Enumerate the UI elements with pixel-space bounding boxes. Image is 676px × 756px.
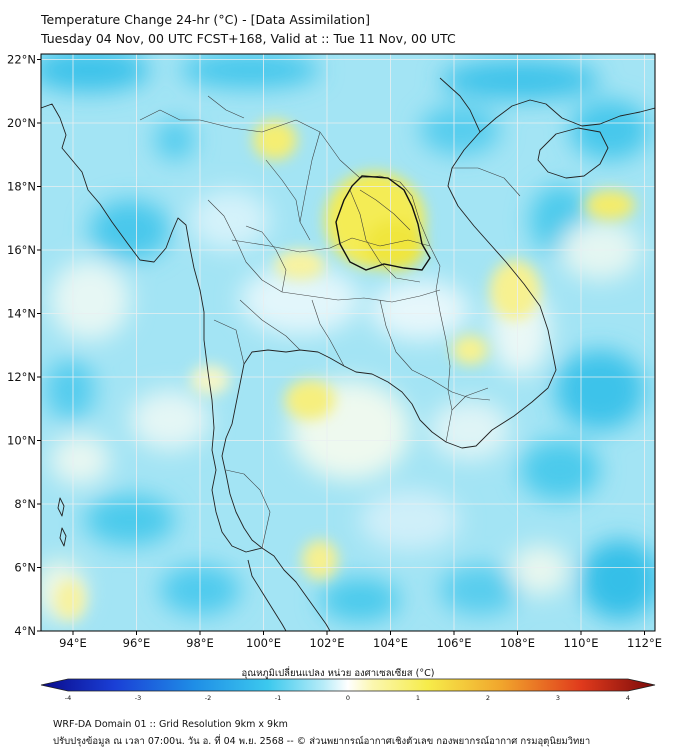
colorbar-tick: -2 xyxy=(205,694,211,700)
plot-frame xyxy=(40,53,656,632)
longitude-labels: 94°E 96°E 98°E 100°E 102°E 104°E 106°E 1… xyxy=(59,636,662,650)
lon-label: 94°E xyxy=(59,636,87,650)
colorbar-tick: 0 xyxy=(346,694,350,700)
lat-label: 22°N xyxy=(7,53,36,67)
temperature-change-map: 22°N 20°N 18°N 16°N 14°N 12°N 10°N 8°N 6… xyxy=(7,53,662,701)
admin-borders xyxy=(139,95,521,549)
colorbar-tick: 3 xyxy=(556,694,560,700)
colorbar: -4 -3 -2 -1 0 1 2 3 4 xyxy=(40,678,656,700)
map-title: Temperature Change 24-hr (°C) - [Data As… xyxy=(41,12,370,27)
lat-label: 14°N xyxy=(7,307,36,321)
lat-label: 4°N xyxy=(14,624,36,638)
lat-label: 8°N xyxy=(14,497,36,511)
lon-label: 104°E xyxy=(373,636,408,650)
lon-label: 98°E xyxy=(186,636,214,650)
northeast-thailand-outline xyxy=(335,175,431,271)
colorbar-tick: -4 xyxy=(65,694,71,700)
lon-label: 112°E xyxy=(627,636,662,650)
lat-label: 18°N xyxy=(7,180,36,194)
colorbar-tick: 4 xyxy=(626,694,630,700)
colorbar-tick: 2 xyxy=(486,694,490,700)
map-subtitle: Tuesday 04 Nov, 00 UTC FCST+168, Valid a… xyxy=(41,31,456,46)
lat-label: 6°N xyxy=(14,561,36,575)
temperature-field xyxy=(41,54,655,631)
lat-label: 10°N xyxy=(7,434,36,448)
colorbar-ticks: -4 -3 -2 -1 0 1 2 3 4 xyxy=(65,694,630,700)
colorbar-gradient xyxy=(40,678,656,692)
lon-label: 106°E xyxy=(437,636,472,650)
colorbar-tick: -3 xyxy=(135,694,141,700)
graticule xyxy=(41,54,655,631)
footer-credit: ปรับปรุงข้อมูล ณ เวลา 07:00น. วัน อ. ที่… xyxy=(53,736,591,747)
lon-label: 96°E xyxy=(123,636,151,650)
lon-label: 100°E xyxy=(246,636,281,650)
axis-ticks xyxy=(37,59,645,635)
colorbar-tick: -1 xyxy=(275,694,281,700)
footer-model-info: WRF-DA Domain 01 :: Grid Resolution 9km … xyxy=(53,719,288,730)
lon-label: 102°E xyxy=(310,636,345,650)
lat-label: 16°N xyxy=(7,243,36,257)
lat-label: 20°N xyxy=(7,116,36,130)
colorbar-title: อุณหภูมิเปลี่ยนแปลง หน่วย องศาเซลเซียส (… xyxy=(241,668,435,679)
lat-label: 12°N xyxy=(7,370,36,384)
lon-label: 110°E xyxy=(564,636,599,650)
coastlines xyxy=(41,77,655,631)
lon-label: 108°E xyxy=(500,636,535,650)
colorbar-tick: 1 xyxy=(416,694,420,700)
latitude-labels: 22°N 20°N 18°N 16°N 14°N 12°N 10°N 8°N 6… xyxy=(7,53,36,639)
